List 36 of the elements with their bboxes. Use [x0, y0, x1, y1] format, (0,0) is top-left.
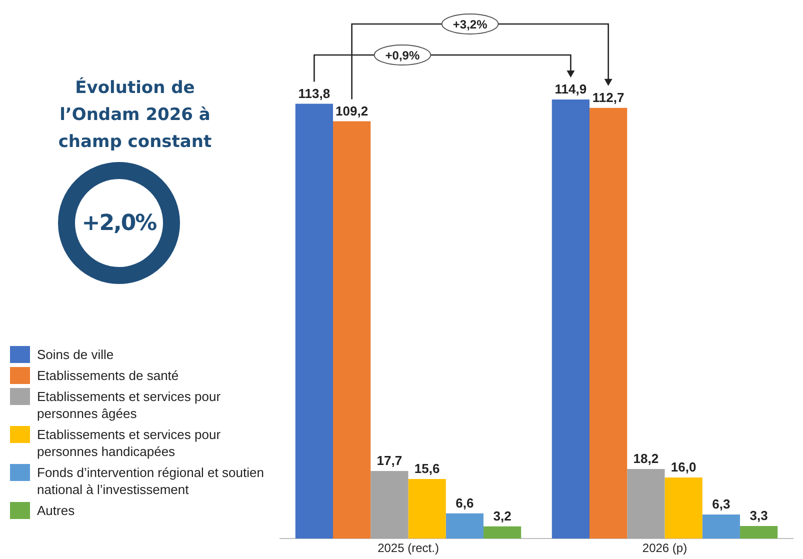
bar [552, 99, 590, 539]
bar [483, 526, 522, 539]
data-label: 112,7 [592, 90, 624, 105]
legend-label: Autres [37, 502, 75, 519]
data-label: 17,7 [376, 453, 402, 468]
bar [702, 514, 740, 539]
bar [664, 477, 702, 539]
legend-label: Fonds d’intervention régional et soutien national à l’investissement [37, 464, 265, 498]
data-label: 3,3 [750, 508, 768, 524]
x-tick-label: 2026 (p) [642, 541, 688, 556]
text: Évolution de l’Ondam 2026 à champ constant [57, 76, 213, 154]
ring-icon: +2,0% [58, 162, 180, 284]
data-label: 18,2 [633, 451, 659, 466]
data-label: 16,0 [670, 460, 696, 475]
data-label: 6,6 [456, 495, 474, 510]
data-label: 114,9 [554, 82, 587, 97]
data-label: 109,2 [336, 103, 368, 118]
text: +3,2% [452, 17, 488, 32]
legend-label: Etablissements de santé [37, 367, 179, 384]
bar [740, 526, 778, 539]
bar [446, 513, 484, 539]
bar [408, 478, 446, 539]
text: +0,9% [385, 48, 420, 62]
x-tick-label: 2025 (rect.) [378, 541, 439, 556]
bar [627, 469, 665, 539]
bar [295, 104, 334, 539]
data-label: 113,8 [298, 86, 330, 101]
bar [590, 108, 628, 539]
legend-label: Etablissements et services pour personnes âgées [37, 388, 222, 422]
bar [370, 470, 408, 539]
legend-label: Soins de ville [37, 346, 114, 363]
data-label: 6,3 [712, 496, 730, 512]
data-label: 3,2 [493, 508, 512, 524]
data-label: 15,6 [414, 461, 440, 476]
legend-label: Etablissements et services pour personnes handicapées [37, 426, 222, 460]
bar [333, 121, 371, 539]
